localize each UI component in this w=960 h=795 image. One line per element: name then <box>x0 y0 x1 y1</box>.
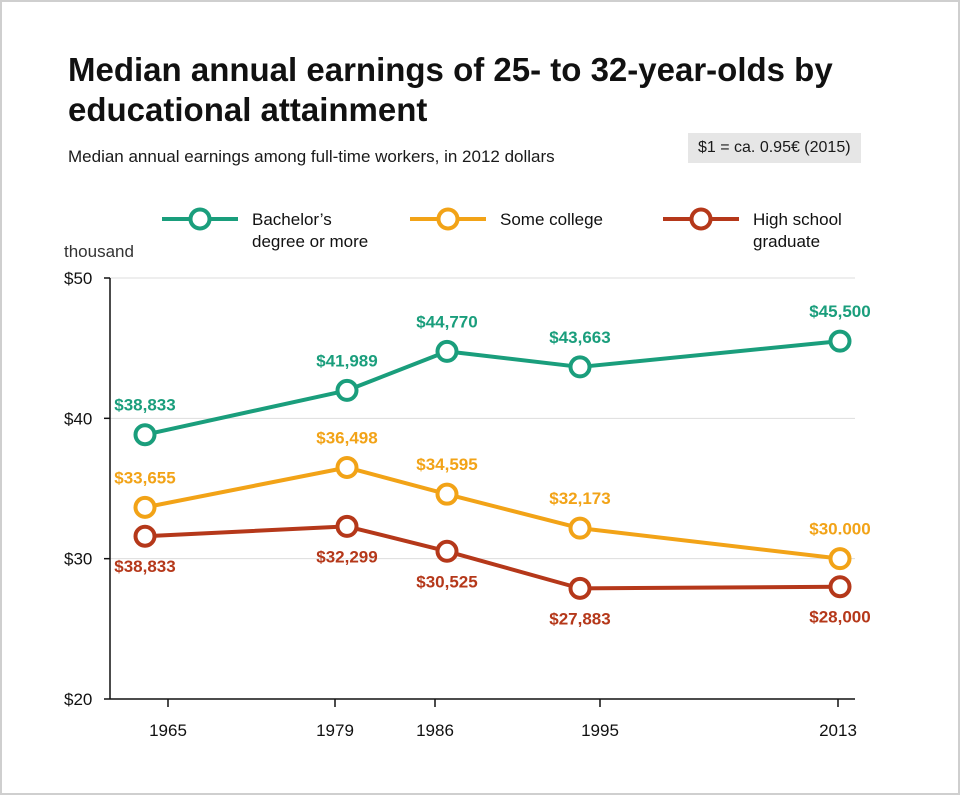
y-tick-label: $50 <box>64 269 92 288</box>
x-tick-label: 1995 <box>581 721 619 740</box>
data-label-bachelor: $44,770 <box>416 312 477 331</box>
y-axis-unit-label: thousand <box>64 242 134 261</box>
legend-marker-some_college <box>436 207 460 231</box>
data-label-high_school: $28,000 <box>809 608 870 627</box>
legend-marker-bachelor <box>188 207 212 231</box>
data-label-some_college: $36,498 <box>316 428 377 447</box>
data-point-some_college <box>335 455 359 479</box>
legend-label-high_school: graduate <box>753 232 820 251</box>
data-point-some_college <box>133 495 157 519</box>
legend-marker-high_school <box>689 207 713 231</box>
data-point-high_school <box>133 524 157 548</box>
data-label-high_school: $38,833 <box>114 557 175 576</box>
legend-label-some_college: Some college <box>500 210 603 229</box>
data-point-bachelor <box>828 329 852 353</box>
y-tick-label: $20 <box>64 690 92 709</box>
x-tick-label: 2013 <box>819 721 857 740</box>
data-label-high_school: $32,299 <box>316 547 377 566</box>
x-tick-label: 1986 <box>416 721 454 740</box>
data-label-bachelor: $41,989 <box>316 351 377 370</box>
chart-title: Median annual earnings of 25- to 32-year… <box>68 51 833 128</box>
data-point-some_college <box>568 516 592 540</box>
data-point-some_college <box>435 482 459 506</box>
data-point-high_school <box>435 539 459 563</box>
data-label-bachelor: $45,500 <box>809 302 870 321</box>
data-point-bachelor <box>133 423 157 447</box>
y-tick-label: $40 <box>64 409 92 428</box>
series-line-some_college <box>144 465 841 561</box>
y-tick-label: $30 <box>64 550 92 569</box>
data-label-bachelor: $43,663 <box>549 328 610 347</box>
data-label-some_college: $30.000 <box>809 520 870 539</box>
series-line-bachelor <box>144 339 841 437</box>
data-label-some_college: $32,173 <box>549 489 610 508</box>
currency-note: $1 = ca. 0.95€ (2015) <box>688 133 861 163</box>
data-point-high_school <box>828 575 852 599</box>
legend-label-bachelor: degree or more <box>252 232 368 251</box>
chart-subtitle: Median annual earnings among full-time w… <box>68 147 555 166</box>
data-point-bachelor <box>335 378 359 402</box>
data-point-bachelor <box>568 355 592 379</box>
data-point-high_school <box>568 576 592 600</box>
series-line-high_school <box>144 524 841 591</box>
data-label-bachelor: $38,833 <box>114 396 175 415</box>
x-tick-label: 1965 <box>149 721 187 740</box>
data-label-high_school: $30,525 <box>416 572 477 591</box>
legend-label-bachelor: Bachelor’s <box>252 210 332 229</box>
data-point-bachelor <box>435 339 459 363</box>
x-tick-label: 1979 <box>316 721 354 740</box>
data-label-some_college: $33,655 <box>114 468 175 487</box>
legend-label-high_school: High school <box>753 210 842 229</box>
data-label-some_college: $34,595 <box>416 455 477 474</box>
data-point-high_school <box>335 514 359 538</box>
data-point-some_college <box>828 547 852 571</box>
data-label-high_school: $27,883 <box>549 609 610 628</box>
